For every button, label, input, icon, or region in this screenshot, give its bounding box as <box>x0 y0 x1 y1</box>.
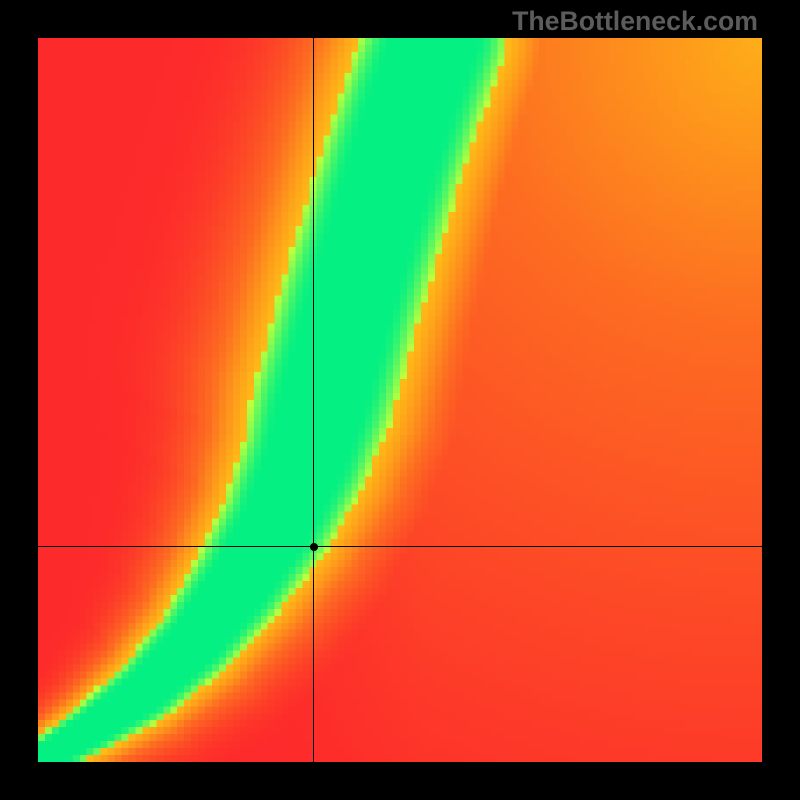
heatmap-canvas <box>38 38 762 762</box>
watermark-text: TheBottleneck.com <box>512 6 758 37</box>
figure-root: TheBottleneck.com <box>0 0 800 800</box>
